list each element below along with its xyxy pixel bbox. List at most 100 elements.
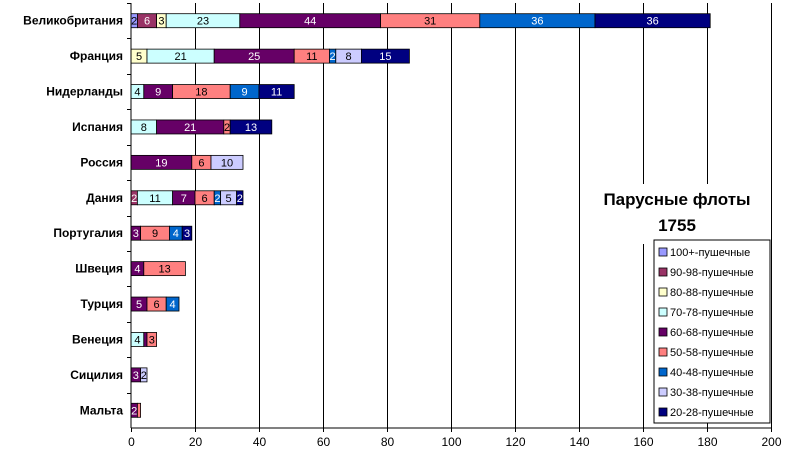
legend-label: 20-28-пушечные bbox=[670, 407, 754, 419]
category-label: Нидерланды bbox=[46, 85, 123, 99]
segment-value-label: 44 bbox=[304, 16, 316, 28]
segment-value-label: 2 bbox=[141, 370, 147, 382]
segment-value-label: 3 bbox=[158, 16, 164, 28]
legend-label: 80-88-пушечные bbox=[670, 287, 754, 299]
legend-swatch bbox=[658, 247, 668, 257]
bar-segment bbox=[229, 119, 273, 135]
segment-value-label: 11 bbox=[306, 51, 317, 63]
segment-value-label: 3 bbox=[184, 228, 190, 240]
segment-value-label: 2 bbox=[330, 51, 336, 63]
bar-segment bbox=[136, 402, 141, 418]
segment-value-label: 7 bbox=[181, 193, 187, 205]
title-background bbox=[584, 184, 770, 244]
bar-segment bbox=[146, 332, 157, 347]
legend-label: 100+-пушечные bbox=[670, 247, 750, 259]
x-tick-label: 80 bbox=[381, 435, 395, 449]
bar-segment bbox=[140, 367, 148, 383]
segment-value-label: 9 bbox=[242, 87, 248, 99]
segment-value-label: 13 bbox=[245, 122, 257, 134]
x-tick-label: 20 bbox=[189, 435, 203, 449]
segment-value-label: 3 bbox=[149, 334, 155, 346]
segment-value-label: 31 bbox=[424, 16, 436, 28]
segment-value-label: 3 bbox=[133, 228, 139, 240]
x-tick-label: 100 bbox=[441, 435, 461, 449]
category-label: Венеция bbox=[72, 332, 123, 346]
category-label: Дания bbox=[86, 191, 123, 205]
segment-value-label: 6 bbox=[202, 193, 208, 205]
chart-title-line-1: Парусные флоты bbox=[603, 190, 750, 209]
segment-value-label: 9 bbox=[152, 228, 158, 240]
category-label: Франция bbox=[70, 49, 123, 63]
legend-label: 40-48-пушечные bbox=[670, 367, 754, 379]
legend-swatch bbox=[658, 267, 668, 277]
x-tick-label: 60 bbox=[317, 435, 331, 449]
segment-value-label: 2 bbox=[224, 122, 230, 134]
category-label: Сицилия bbox=[70, 368, 123, 382]
segment-value-label: 21 bbox=[184, 122, 196, 134]
segment-value-label: 13 bbox=[158, 264, 170, 276]
category-label: Россия bbox=[80, 155, 123, 169]
bar-segment bbox=[210, 154, 244, 170]
segment-value-label: 19 bbox=[155, 157, 167, 169]
segment-value-label: 11 bbox=[271, 87, 282, 99]
bar-segment bbox=[181, 225, 193, 241]
segment-value-label: 36 bbox=[646, 16, 658, 28]
category-label: Великобритания bbox=[23, 14, 123, 28]
segment-value-label: 5 bbox=[136, 299, 142, 311]
segment-value-label: 6 bbox=[198, 157, 204, 169]
segment-value-label: 15 bbox=[379, 51, 391, 63]
segment-value-label: 21 bbox=[174, 51, 186, 63]
chart-title-line-2: 1755 bbox=[658, 216, 696, 235]
x-tick-label: 120 bbox=[505, 435, 525, 449]
segment-value-label: 2 bbox=[131, 193, 137, 205]
legend-label: 70-78-пушечные bbox=[670, 307, 754, 319]
category-label: Испания bbox=[72, 120, 123, 134]
segment-value-label: 6 bbox=[144, 16, 150, 28]
x-tick-label: 160 bbox=[633, 435, 653, 449]
segment-value-label: 9 bbox=[155, 87, 161, 99]
bar-segment bbox=[258, 84, 295, 99]
legend-box bbox=[653, 239, 771, 424]
bar-segment bbox=[360, 48, 410, 64]
bar-segment bbox=[165, 296, 180, 312]
x-tick-label: 140 bbox=[569, 435, 589, 449]
segment-value-label: 8 bbox=[346, 51, 352, 63]
segment-value-label: 3 bbox=[133, 370, 139, 382]
segment-value-label: 4 bbox=[170, 299, 176, 311]
category-labels: Великобритания Франция Нидерланды Испания Ро… bbox=[23, 3, 131, 417]
legend-label: 30-38-пушечные bbox=[670, 387, 754, 399]
segment-value-label: 11 bbox=[149, 193, 160, 205]
segment-value-label: 2 bbox=[214, 193, 220, 205]
bar-segment bbox=[143, 261, 186, 277]
x-tick-label: 40 bbox=[253, 435, 267, 449]
legend-swatch bbox=[658, 387, 668, 397]
segment-value-label: 6 bbox=[154, 299, 160, 311]
segment-value-label: 10 bbox=[221, 157, 233, 169]
segment-value-label: 4 bbox=[134, 87, 140, 99]
segment-value-label: 8 bbox=[141, 122, 147, 134]
segment-value-label: 2 bbox=[131, 405, 137, 417]
segment-value-label: 4 bbox=[173, 228, 179, 240]
category-label: Португалия bbox=[53, 226, 123, 240]
segment-value-label: 23 bbox=[197, 16, 209, 28]
segment-value-label: 18 bbox=[195, 87, 207, 99]
category-label: Турция bbox=[81, 297, 123, 311]
legend-swatch bbox=[658, 347, 668, 357]
category-label: Мальта bbox=[80, 403, 124, 417]
bar-segment bbox=[594, 13, 711, 29]
segment-value-label: 4 bbox=[134, 334, 140, 346]
legend-swatch bbox=[658, 307, 668, 317]
legend-label: 60-68-пушечные bbox=[670, 327, 754, 339]
legend-swatch bbox=[658, 287, 668, 297]
segment-value-label: 2 bbox=[237, 193, 243, 205]
x-tick-label: 180 bbox=[697, 435, 717, 449]
segment-value-label: 25 bbox=[248, 51, 260, 63]
legend-label: 50-58-пушечные bbox=[670, 347, 754, 359]
legend-swatch bbox=[658, 367, 668, 377]
x-tick-label: 200 bbox=[761, 435, 781, 449]
segment-value-label: 36 bbox=[531, 16, 543, 28]
segment-value-label: 2 bbox=[131, 16, 137, 28]
segment-value-label: 5 bbox=[136, 51, 142, 63]
bar-segment bbox=[236, 190, 244, 206]
